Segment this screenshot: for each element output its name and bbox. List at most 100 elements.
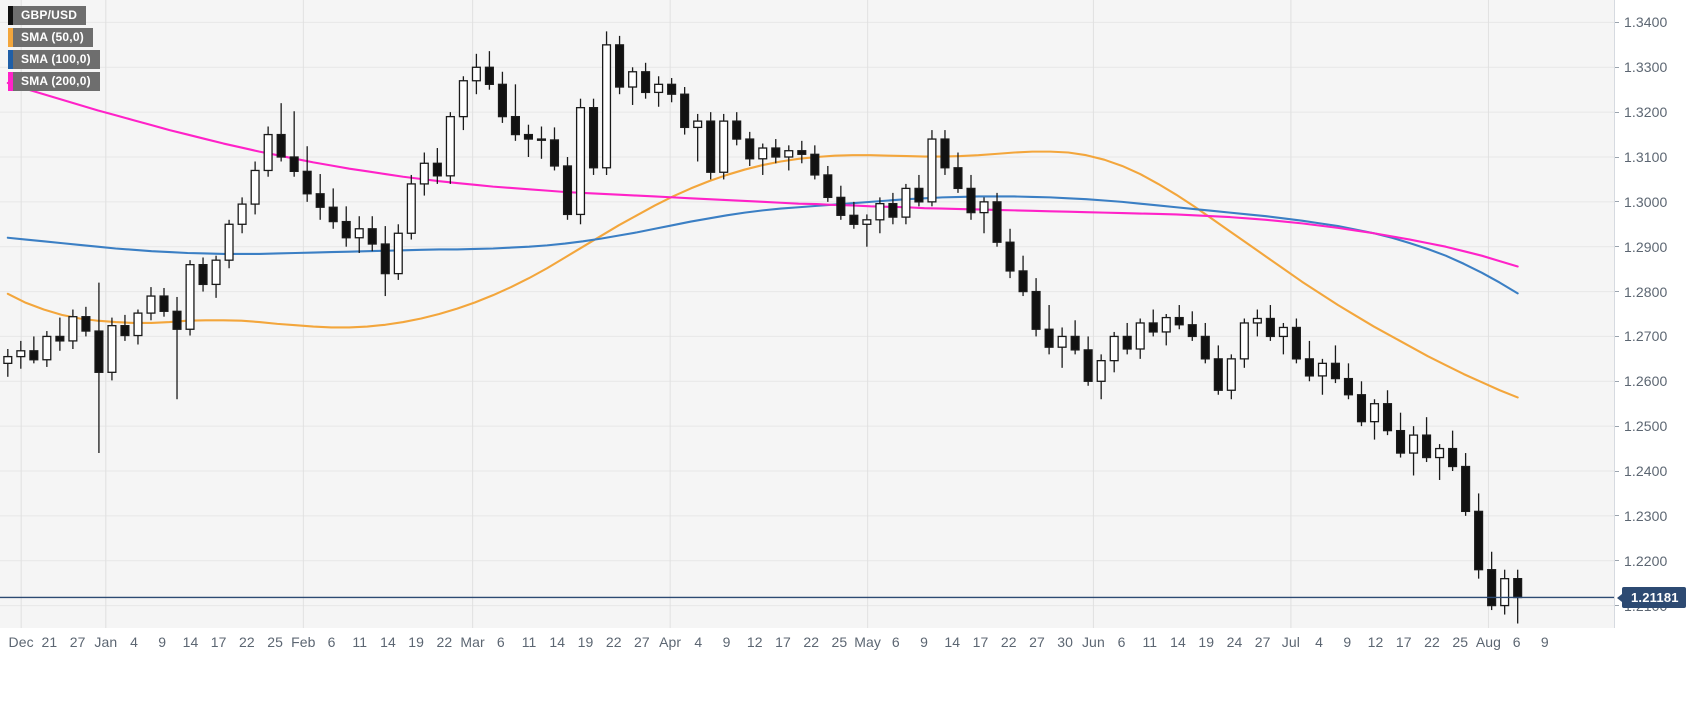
price-axis-tick: 1.3400 xyxy=(1614,14,1668,31)
date-axis-tick: 17 xyxy=(775,634,791,650)
date-axis-tick: 27 xyxy=(1029,634,1045,650)
date-axis-tick: 22 xyxy=(803,634,820,650)
price-axis-tick: 1.2500 xyxy=(1614,418,1667,434)
date-axis-tick: 11 xyxy=(1142,634,1158,650)
instrument-color-swatch xyxy=(8,6,13,25)
price-axis-tick: 1.2300 xyxy=(1614,507,1668,524)
date-axis-tick: Apr xyxy=(659,634,682,650)
date-axis-tick: 30 xyxy=(1057,634,1074,650)
date-axis-tick: 9 xyxy=(1343,634,1352,650)
price-tick-label: 1.2700 xyxy=(1624,328,1668,345)
date-axis-tick: 9 xyxy=(920,634,929,650)
date-axis-tick: 25 xyxy=(267,634,283,650)
date-axis-tick: 12 xyxy=(1367,634,1384,650)
price-tick-mark xyxy=(1614,21,1619,23)
price-tick-mark xyxy=(1614,335,1619,337)
date-axis-tick: 17 xyxy=(972,634,989,650)
date-axis-tick: 14 xyxy=(549,634,566,650)
legend-item-sma50[interactable]: SMA (50,0) xyxy=(8,28,100,47)
date-axis-tick: 17 xyxy=(210,634,227,650)
date-axis-tick: Feb xyxy=(291,634,316,650)
current-price-badge: 1.21181 xyxy=(1617,587,1686,609)
price-tick-label: 1.2300 xyxy=(1624,507,1668,524)
price-tick-mark xyxy=(1614,380,1619,382)
date-axis-tick: Jun xyxy=(1081,634,1105,650)
date-axis-tick: May xyxy=(854,634,882,650)
price-axis-tick: 1.2600 xyxy=(1614,373,1668,390)
price-tick-mark xyxy=(1614,515,1619,517)
price-axis-tick: 1.3100 xyxy=(1614,149,1668,165)
date-axis-tick: 9 xyxy=(1540,634,1549,650)
price-tick-label: 1.3300 xyxy=(1624,59,1668,76)
price-axis-tick: 1.2400 xyxy=(1614,463,1668,479)
price-tick-mark xyxy=(1614,111,1619,113)
chart-legend: GBP/USD SMA (50,0) SMA (100,0) SMA (200,… xyxy=(8,6,100,91)
plot-area[interactable] xyxy=(0,0,1614,628)
date-axis-tick: 4 xyxy=(1315,634,1324,650)
sma200-color-swatch xyxy=(8,72,13,91)
date-axis-tick: 27 xyxy=(69,634,86,650)
price-tick-label: 1.2200 xyxy=(1624,552,1668,569)
date-axis-tick: 21 xyxy=(41,634,58,650)
price-axis-tick: 1.3000 xyxy=(1614,193,1668,210)
price-tick-mark xyxy=(1614,605,1619,607)
date-axis-tick: Dec xyxy=(8,634,34,650)
price-axis-tick: 1.2200 xyxy=(1614,552,1668,569)
date-axis-tick: 11 xyxy=(352,634,368,650)
date-axis-tick: 11 xyxy=(521,634,537,650)
date-axis-tick: 17 xyxy=(1395,634,1412,650)
date-axis-tick: 14 xyxy=(1170,634,1186,650)
sma50-color-swatch xyxy=(8,28,13,47)
price-axis-tick: 1.2700 xyxy=(1614,328,1668,345)
price-axis-tick: 1.2900 xyxy=(1614,238,1668,255)
date-axis-tick: Aug xyxy=(1475,634,1502,650)
legend-label-sma50: SMA (50,0) xyxy=(13,28,93,47)
date-axis-tick: 14 xyxy=(182,634,199,650)
date-axis-tick: 4 xyxy=(694,634,703,650)
date-axis-tick: 19 xyxy=(408,634,425,650)
date-axis-tick: Jan xyxy=(94,634,118,650)
date-axis-tick: 6 xyxy=(1512,634,1521,650)
price-tick-mark xyxy=(1614,291,1619,293)
legend-item-instrument[interactable]: GBP/USD xyxy=(8,6,100,25)
legend-item-sma200[interactable]: SMA (200,0) xyxy=(8,72,100,91)
price-tick-label: 1.3400 xyxy=(1624,14,1668,31)
date-axis-tick: 19 xyxy=(1198,634,1215,650)
price-tick-label: 1.2600 xyxy=(1624,373,1668,390)
date-axis-tick: 25 xyxy=(1452,634,1469,650)
price-tick-label: 1.3100 xyxy=(1624,149,1668,165)
sma100-color-swatch xyxy=(8,50,13,69)
price-tick-label: 1.3000 xyxy=(1624,193,1668,210)
date-axis-tick: 25 xyxy=(831,634,848,650)
candlestick-series xyxy=(3,31,1523,624)
price-tick-label: 1.2400 xyxy=(1624,463,1668,479)
date-axis-tick: 6 xyxy=(496,634,505,650)
date-axis-tick: 22 xyxy=(436,634,453,650)
price-axis-tick: 1.2800 xyxy=(1614,283,1668,300)
date-axis-tick: 9 xyxy=(158,634,167,650)
date-axis-tick: 22 xyxy=(605,634,622,650)
legend-item-sma100[interactable]: SMA (100,0) xyxy=(8,50,100,69)
price-tick-mark xyxy=(1614,156,1619,158)
date-axis-tick: 19 xyxy=(577,634,594,650)
axis-divider xyxy=(1614,0,1615,628)
price-tick-mark xyxy=(1614,246,1619,248)
price-axis[interactable]: 1.3400 1.3300 1.3200 1.3100 1.3000 1.2900 1.28… xyxy=(1614,0,1707,628)
date-axis-tick: Mar xyxy=(460,634,485,650)
legend-label-instrument: GBP/USD xyxy=(13,6,87,25)
price-axis-tick: 1.3200 xyxy=(1614,104,1668,121)
date-axis-tick: 22 xyxy=(239,634,255,650)
price-tick-label: 1.2900 xyxy=(1624,238,1668,255)
date-axis-tick: 6 xyxy=(891,634,900,650)
date-axis-tick: 14 xyxy=(944,634,961,650)
price-tick-label: 1.2800 xyxy=(1624,283,1668,300)
grid-lines xyxy=(0,0,1614,628)
date-axis-tick: 24 xyxy=(1226,634,1243,650)
price-tick-mark xyxy=(1614,66,1619,68)
price-tick-label: 1.3200 xyxy=(1624,104,1668,121)
date-axis[interactable]: Dec 21 27 Jan 4 9 14 17 22 25 Feb 6 11 14 19 22 Mar 6 11 14… xyxy=(0,628,1707,712)
legend-label-sma200: SMA (200,0) xyxy=(13,72,100,91)
date-axis-tick: Jul xyxy=(1281,634,1301,650)
date-axis-tick: 27 xyxy=(634,634,650,650)
